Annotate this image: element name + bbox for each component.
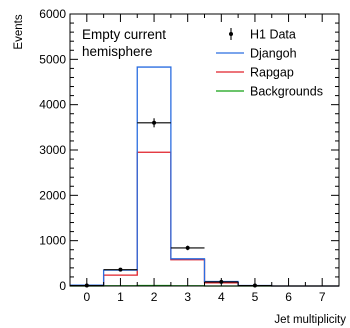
legend-item: Backgrounds: [216, 85, 323, 99]
data-point: [170, 245, 205, 251]
x-tick-label: 4: [218, 290, 225, 304]
x-tick-label: 0: [83, 290, 90, 304]
y-tick-label: 0: [59, 279, 66, 293]
x-tick-label: 6: [285, 290, 292, 304]
y-tick-label: 3000: [39, 143, 66, 157]
x-axis-label: Jet multiplicity: [274, 314, 346, 326]
legend-label: Rapgap: [250, 66, 294, 80]
data-point-marker: [185, 245, 190, 250]
y-tick-label: 6000: [39, 7, 66, 21]
axes-layer: 0 1 2 3 4 5 6 7 0 1000 2000 3000 4000 5000 6000: [39, 7, 340, 304]
x-tick-label: 7: [319, 290, 326, 304]
annotation-line-1: Empty current: [82, 27, 166, 42]
plot-layer: [70, 66, 339, 288]
data-point-marker: [152, 120, 157, 125]
legend-item: Djangoh: [216, 47, 297, 61]
legend: H1 Data Djangoh Rapgap Backgrounds: [216, 28, 323, 99]
data-point-marker: [118, 267, 123, 272]
y-tick-label: 1000: [39, 234, 66, 248]
legend-item: Rapgap: [216, 66, 294, 80]
x-tick-label: 2: [151, 290, 158, 304]
legend-label: H1 Data: [250, 28, 296, 42]
x-tick-label: 5: [252, 290, 259, 304]
data-point: [103, 267, 138, 272]
x-tick-label: 3: [184, 290, 191, 304]
legend-label: Backgrounds: [250, 85, 323, 99]
series-djangoh-step: [70, 66, 339, 287]
legend-item: H1 Data: [229, 28, 296, 42]
legend-label: Djangoh: [250, 47, 297, 61]
data-point: [137, 118, 171, 128]
y-axis-label: Events: [13, 14, 25, 49]
legend-marker: [229, 32, 233, 36]
x-tick-label: 1: [117, 290, 124, 304]
y-tick-label: 4000: [39, 98, 66, 112]
y-tick-label: 5000: [39, 52, 66, 66]
y-tick-label: 2000: [39, 188, 66, 202]
annotation-line-2: hemisphere: [82, 44, 153, 59]
